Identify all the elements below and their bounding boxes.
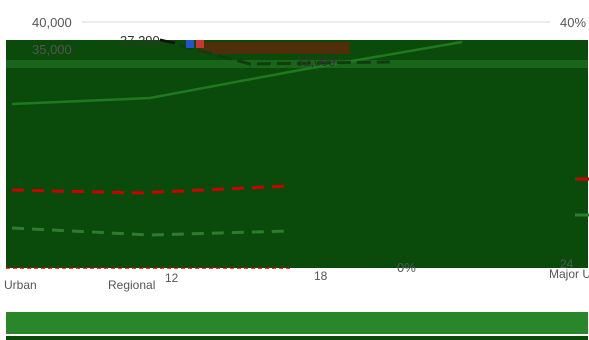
series-marker: [196, 40, 204, 48]
y-left-tick-label: 40,000: [32, 15, 72, 30]
plot-area: [6, 40, 588, 268]
x-group-label: Urban: [4, 278, 37, 292]
y-left-tick-label: 35,000: [32, 42, 72, 57]
series-marker: [186, 40, 194, 48]
y-right-tick-label: 0%: [397, 260, 416, 275]
x-tick-label: 12: [165, 271, 179, 285]
series-line: [11, 226, 289, 237]
bottom-strip: [6, 312, 588, 334]
series-line: [11, 184, 289, 195]
x-tick-label: 18: [314, 269, 328, 283]
x-group-label: Regional: [108, 278, 155, 292]
y-right-tick-label: 40%: [560, 15, 586, 30]
data-label-leader: [159, 38, 176, 45]
plot-band-accent: [200, 42, 350, 54]
x-group-label: Major U: [549, 267, 589, 281]
x-tick-label: 24: [560, 257, 574, 271]
data-label: 32,099: [296, 54, 336, 69]
series-line: [11, 40, 463, 106]
bottom-strip: [6, 336, 588, 340]
data-label: 37,290: [120, 33, 160, 48]
